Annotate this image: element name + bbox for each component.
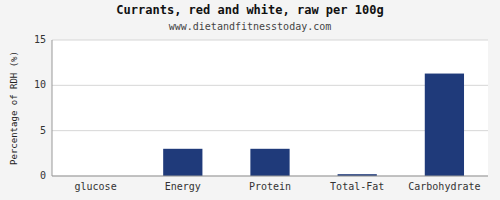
y-tick-label: 10: [34, 79, 46, 90]
y-axis: 0 5 10 15: [34, 34, 488, 181]
bar: [250, 149, 289, 176]
plot-area: [52, 40, 488, 176]
x-tick-label: Energy: [165, 181, 201, 192]
grid-line: [52, 85, 488, 86]
x-axis: glucose Energy Protein Total-Fat Carbohydrat…: [75, 181, 481, 192]
x-tick-label: glucose: [75, 181, 117, 192]
bar: [163, 149, 202, 176]
y-tick-label: 5: [40, 125, 46, 136]
grid-line: [52, 130, 488, 131]
x-tick-label: Protein: [249, 181, 291, 192]
grid-line: [52, 40, 488, 41]
subtitle: www.dietandfitnesstoday.com: [169, 21, 332, 32]
x-tick-label: Carbohydrate: [408, 181, 480, 192]
bars: [163, 74, 464, 176]
y-tick-label: 15: [34, 34, 46, 45]
title: Currants, red and white, raw per 100g: [116, 3, 383, 17]
background: [0, 0, 500, 200]
bar: [425, 74, 464, 176]
x-axis-line: [52, 176, 488, 177]
grid-line: [52, 176, 488, 177]
y-axis-line: [52, 40, 53, 176]
y-tick-label: 0: [40, 170, 46, 181]
chart: 0 5 10 15 glucose Energy Protein Total-Fat Carbo…: [0, 0, 500, 200]
x-tick-label: Total-Fat: [330, 181, 384, 192]
y-axis-label: Percentage of RDH (%): [9, 51, 19, 165]
